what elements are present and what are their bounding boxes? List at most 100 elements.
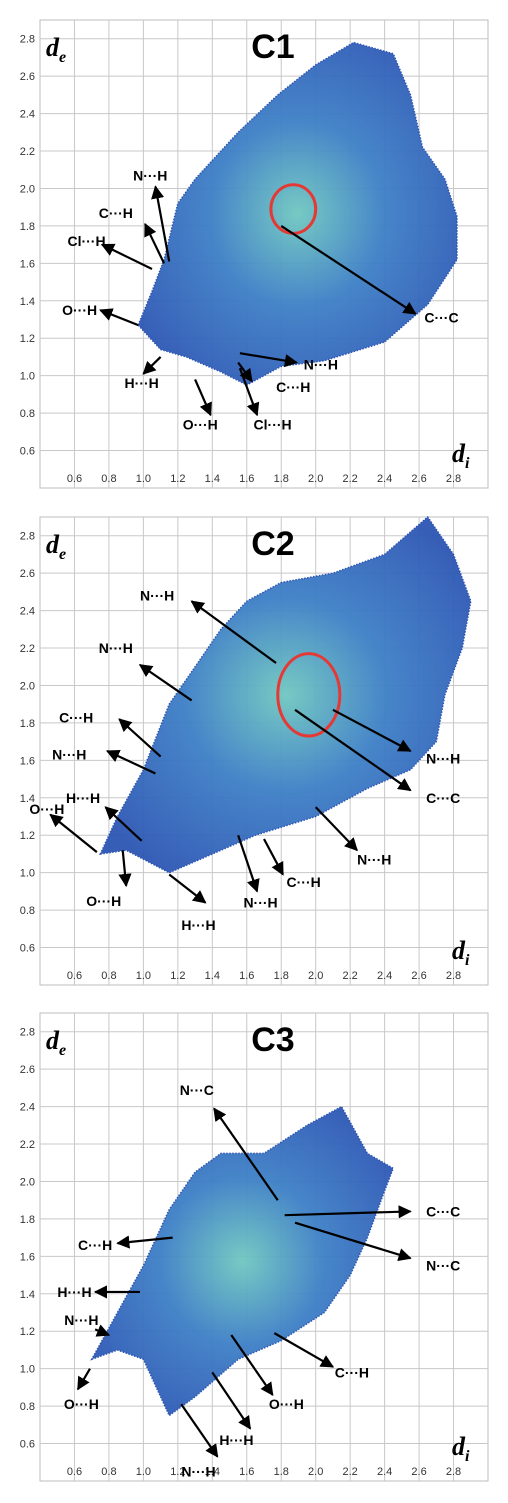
- y-tick-label: 0.8: [20, 1401, 35, 1413]
- annotation-arrow: [211, 1371, 252, 1430]
- x-tick-label: 1.6: [239, 473, 254, 485]
- y-tick-label: 2.2: [20, 643, 35, 655]
- annotation-label: C···H: [99, 205, 133, 221]
- annotation-arrow: [273, 1332, 335, 1368]
- x-tick-label: 0.8: [101, 970, 116, 982]
- annotation-label: C···H: [335, 1364, 369, 1380]
- x-tick-label: 0.6: [67, 473, 82, 485]
- annotation-label: N···H: [357, 852, 391, 868]
- x-tick-label: 2.6: [411, 970, 426, 982]
- annotation-arrow: [213, 1107, 279, 1201]
- y-tick-label: 1.2: [20, 333, 35, 345]
- annotation-arrow: [118, 718, 162, 758]
- y-tick-label: 1.6: [20, 258, 35, 270]
- annotation-label: O···H: [86, 893, 121, 909]
- annotation-arrow: [332, 708, 412, 752]
- chart-title: C3: [251, 1021, 294, 1059]
- x-tick-label: 2.2: [343, 970, 358, 982]
- fingerprint-cloud: [99, 515, 472, 874]
- annotation-arrow: [263, 838, 284, 876]
- annotation-arrow: [104, 806, 143, 842]
- x-tick-label: 1.8: [274, 1466, 289, 1478]
- annotation-label: O···H: [29, 801, 64, 817]
- x-tick-label: 1.2: [170, 473, 185, 485]
- y-tick-label: 0.6: [20, 446, 35, 458]
- y-tick-label: 1.0: [20, 371, 35, 383]
- y-tick-label: 1.0: [20, 1364, 35, 1376]
- annotation-arrow: [280, 224, 417, 315]
- y-tick-label: 1.8: [20, 1214, 35, 1226]
- x-tick-label: 1.6: [239, 970, 254, 982]
- annotation-label: N···H: [426, 750, 460, 766]
- annotation-label: C···C: [426, 1203, 460, 1219]
- y-tick-label: 2.2: [20, 146, 35, 158]
- x-tick-label: 1.0: [136, 473, 151, 485]
- annotation-arrow: [144, 222, 166, 264]
- annotation-label: O···H: [64, 1396, 99, 1412]
- annotation-arrow: [138, 663, 193, 702]
- annotation-label: H···H: [219, 1432, 253, 1448]
- annotation-arrow: [194, 378, 212, 417]
- chart-c2: 0.6 0.8 1.0 1.2 1.4 1.6 1.8 2.0 2.2 2.4 2.6 2.8 0.6 0…: [20, 515, 489, 986]
- annotation-arrow: [106, 750, 156, 775]
- annotation-arrow: [99, 308, 139, 327]
- x-tick-label: 2.0: [308, 970, 323, 982]
- annotation-arrow: [168, 873, 207, 904]
- y-tick-label: 0.8: [20, 408, 35, 420]
- annotation-arrow: [190, 600, 277, 664]
- annotation-label: N···H: [52, 747, 86, 763]
- annotation-label: C···C: [424, 310, 458, 326]
- y-tick-label: 2.8: [20, 34, 35, 46]
- x-tick-label: 2.8: [446, 970, 461, 982]
- annotation-arrow: [294, 1221, 412, 1262]
- annotation-arrow: [239, 352, 299, 368]
- x-axis-label-subscript: i: [465, 455, 470, 472]
- annotation-label: O···H: [62, 302, 97, 318]
- annotation-label: N···H: [181, 1464, 215, 1480]
- fingerprint-cloud: [137, 41, 458, 386]
- y-tick-label: 1.8: [20, 221, 35, 233]
- x-tick-label: 2.6: [411, 1466, 426, 1478]
- y-tick-label: 2.4: [20, 109, 35, 121]
- y-tick-label: 1.4: [20, 1289, 35, 1301]
- chart-title: C1: [251, 28, 294, 66]
- annotation-label: Cl···H: [67, 233, 105, 249]
- y-tick-label: 2.8: [20, 531, 35, 543]
- x-tick-label: 1.4: [205, 970, 220, 982]
- y-tick-label: 2.6: [20, 1064, 35, 1076]
- y-tick-label: 2.4: [20, 606, 35, 618]
- y-axis-label-subscript: e: [59, 546, 66, 563]
- y-axis-label-subscript: e: [59, 49, 66, 66]
- annotation-label: N···H: [99, 640, 133, 656]
- annotation-label: C···H: [59, 709, 93, 725]
- annotation-label: N···C: [180, 1082, 214, 1098]
- y-tick-label: 2.8: [20, 1027, 35, 1039]
- x-tick-label: 0.6: [67, 970, 82, 982]
- x-tick-label: 2.0: [308, 1466, 323, 1478]
- x-tick-label: 2.4: [377, 1466, 392, 1478]
- y-tick-label: 1.6: [20, 1251, 35, 1263]
- annotation-arrow: [118, 850, 132, 888]
- annotation-label: N···C: [426, 1258, 460, 1274]
- y-tick-label: 2.4: [20, 1102, 35, 1114]
- y-tick-label: 2.0: [20, 680, 35, 692]
- annotation-label: C···C: [426, 790, 460, 806]
- annotation-label: N···H: [133, 167, 167, 183]
- annotation-arrow: [294, 708, 412, 792]
- y-tick-label: 2.6: [20, 568, 35, 580]
- y-tick-label: 1.4: [20, 296, 35, 308]
- y-tick-label: 2.6: [20, 71, 35, 83]
- x-tick-label: 2.8: [446, 1466, 461, 1478]
- y-tick-label: 1.2: [20, 1326, 35, 1338]
- annotation-label: C···H: [276, 379, 310, 395]
- y-tick-label: 0.6: [20, 1439, 35, 1451]
- annotation-label: C···H: [78, 1237, 112, 1253]
- x-tick-label: 2.0: [308, 473, 323, 485]
- x-tick-label: 0.6: [67, 1466, 82, 1478]
- annotation-label: O···H: [269, 1396, 304, 1412]
- annotation-arrow: [151, 185, 171, 262]
- x-tick-label: 2.2: [343, 473, 358, 485]
- annotation-label: N···H: [140, 588, 174, 604]
